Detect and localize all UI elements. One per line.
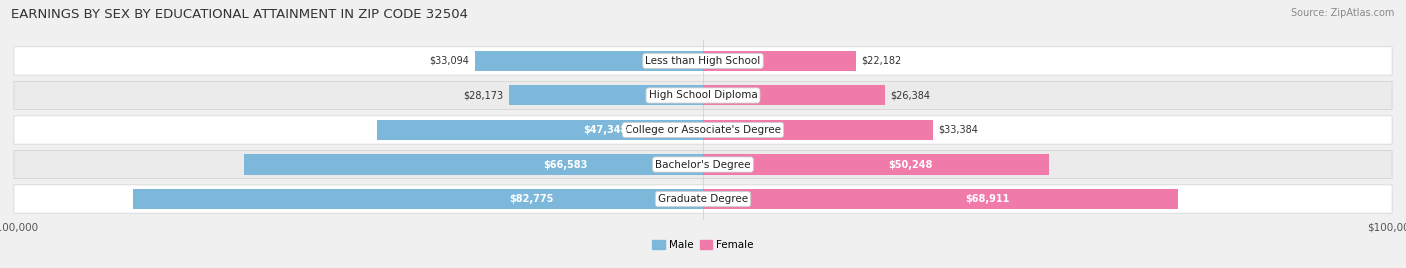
Text: $68,911: $68,911 (966, 194, 1010, 204)
Text: $26,384: $26,384 (890, 90, 931, 100)
Text: Less than High School: Less than High School (645, 56, 761, 66)
Text: $47,348: $47,348 (583, 125, 627, 135)
Bar (703, 189, 1178, 209)
Bar (377, 120, 703, 140)
Text: College or Associate's Degree: College or Associate's Degree (626, 125, 780, 135)
Bar (132, 189, 703, 209)
Text: $66,583: $66,583 (543, 159, 588, 170)
Text: High School Diploma: High School Diploma (648, 90, 758, 100)
Text: Graduate Degree: Graduate Degree (658, 194, 748, 204)
Text: $82,775: $82,775 (510, 194, 554, 204)
Text: EARNINGS BY SEX BY EDUCATIONAL ATTAINMENT IN ZIP CODE 32504: EARNINGS BY SEX BY EDUCATIONAL ATTAINMEN… (11, 8, 468, 21)
Text: Source: ZipAtlas.com: Source: ZipAtlas.com (1291, 8, 1395, 18)
Bar (245, 154, 703, 174)
FancyBboxPatch shape (14, 185, 1392, 213)
Text: $22,182: $22,182 (862, 56, 901, 66)
Bar (703, 85, 884, 106)
FancyBboxPatch shape (14, 150, 1392, 179)
FancyBboxPatch shape (14, 116, 1392, 144)
Legend: Male, Female: Male, Female (648, 236, 758, 254)
FancyBboxPatch shape (14, 47, 1392, 75)
Text: $28,173: $28,173 (463, 90, 503, 100)
Text: $50,248: $50,248 (889, 159, 934, 170)
Bar (703, 154, 1049, 174)
Bar (475, 51, 703, 71)
FancyBboxPatch shape (14, 81, 1392, 110)
Bar (703, 51, 856, 71)
Text: $33,384: $33,384 (939, 125, 979, 135)
Text: $33,094: $33,094 (430, 56, 470, 66)
Text: Bachelor's Degree: Bachelor's Degree (655, 159, 751, 170)
Bar (509, 85, 703, 106)
Bar (703, 120, 934, 140)
